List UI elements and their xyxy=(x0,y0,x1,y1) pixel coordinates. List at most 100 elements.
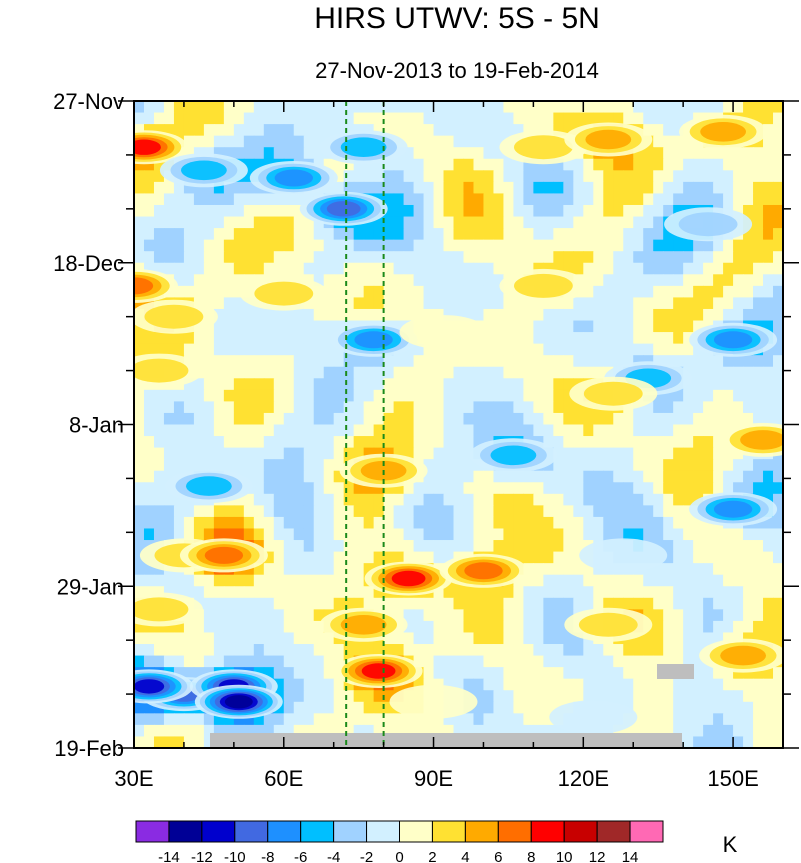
field-cell xyxy=(513,412,524,426)
field-cell xyxy=(353,551,365,564)
field-cell xyxy=(683,540,694,553)
field-cell xyxy=(733,482,744,495)
field-cell xyxy=(403,482,415,495)
field-cell xyxy=(563,332,574,345)
field-cell xyxy=(433,147,445,160)
field-cell xyxy=(303,308,315,322)
field-cell xyxy=(523,586,534,599)
field-cell xyxy=(233,239,245,252)
field-cell xyxy=(343,389,355,402)
field-cell xyxy=(213,251,225,264)
field-cell xyxy=(203,181,215,195)
field-cell xyxy=(134,424,145,437)
field-cell xyxy=(183,124,195,137)
field-cell xyxy=(673,412,684,426)
field-cell xyxy=(463,366,475,379)
field-cell xyxy=(333,597,345,610)
field-cell xyxy=(483,401,495,414)
field-cell xyxy=(433,274,445,287)
field-cell xyxy=(663,470,674,483)
x-axis: 30E 60E 90E 120E 150E xyxy=(114,101,784,791)
field-cell xyxy=(283,690,295,703)
field-cell xyxy=(603,170,614,183)
field-cell xyxy=(223,516,235,530)
field-cell xyxy=(293,667,305,680)
field-cell xyxy=(453,251,465,264)
field-cell xyxy=(583,332,594,345)
field-cell xyxy=(413,355,425,368)
field-cell xyxy=(213,597,225,610)
field-cell xyxy=(453,609,465,622)
field-cell xyxy=(273,424,285,437)
field-cell xyxy=(253,158,265,171)
field-cell xyxy=(613,516,624,530)
field-cell xyxy=(323,355,335,368)
field-cell xyxy=(453,262,465,275)
field-cell xyxy=(373,436,385,449)
field-cell xyxy=(293,459,305,472)
field-cell xyxy=(433,540,445,553)
field-cell xyxy=(773,204,783,218)
field-cell xyxy=(683,620,694,634)
field-cell xyxy=(193,459,205,472)
field-cell xyxy=(653,470,664,483)
field-cell xyxy=(543,424,554,437)
field-cell xyxy=(273,574,285,587)
field-cell xyxy=(703,170,714,183)
field-cell xyxy=(513,124,524,137)
field-cell xyxy=(543,470,554,483)
field-cell xyxy=(203,447,215,460)
field-cell xyxy=(253,424,265,437)
field-cell xyxy=(153,586,165,599)
field-cell xyxy=(703,597,714,610)
field-cell xyxy=(723,274,734,287)
field-cell xyxy=(633,332,644,345)
field-cell xyxy=(243,181,255,195)
field-cell xyxy=(443,586,455,599)
field-cell xyxy=(453,389,465,402)
field-cell xyxy=(583,308,594,322)
colorbar-label: 12 xyxy=(589,849,606,863)
field-cell xyxy=(483,147,495,160)
field-cell xyxy=(153,459,165,472)
field-cell xyxy=(263,551,275,564)
field-cell xyxy=(513,597,524,610)
feature-contour xyxy=(391,570,426,587)
field-cell xyxy=(423,343,435,356)
field-cell xyxy=(533,690,544,703)
field-cell xyxy=(473,135,485,148)
field-cell xyxy=(593,274,604,287)
field-cell xyxy=(213,620,225,634)
field-cell xyxy=(373,597,385,610)
field-cell xyxy=(253,574,265,587)
field-cell xyxy=(543,586,554,599)
field-cell xyxy=(653,251,664,264)
field-cell xyxy=(383,112,395,125)
field-cell xyxy=(743,355,754,368)
field-cell xyxy=(313,701,325,714)
field-cell xyxy=(473,285,485,299)
field-cell xyxy=(323,701,335,714)
field-cell xyxy=(723,713,734,726)
field-cell xyxy=(593,667,604,680)
field-cell xyxy=(733,667,744,680)
field-cell xyxy=(533,505,544,518)
field-cell xyxy=(173,412,185,426)
field-cell xyxy=(563,389,574,402)
field-cell xyxy=(643,690,654,703)
field-cell xyxy=(673,262,684,275)
field-cell xyxy=(193,620,205,634)
field-cell xyxy=(423,540,435,553)
field-cell xyxy=(483,644,495,657)
field-cell xyxy=(443,204,455,218)
field-cell xyxy=(223,424,235,437)
field-cell xyxy=(433,297,445,310)
field-cell xyxy=(523,366,534,379)
field-cell xyxy=(683,724,694,738)
field-cell xyxy=(143,239,155,252)
field-cell xyxy=(193,343,205,356)
field-cell xyxy=(493,597,505,610)
field-cell xyxy=(463,112,475,125)
field-cell xyxy=(293,424,305,437)
field-cell xyxy=(253,101,265,114)
